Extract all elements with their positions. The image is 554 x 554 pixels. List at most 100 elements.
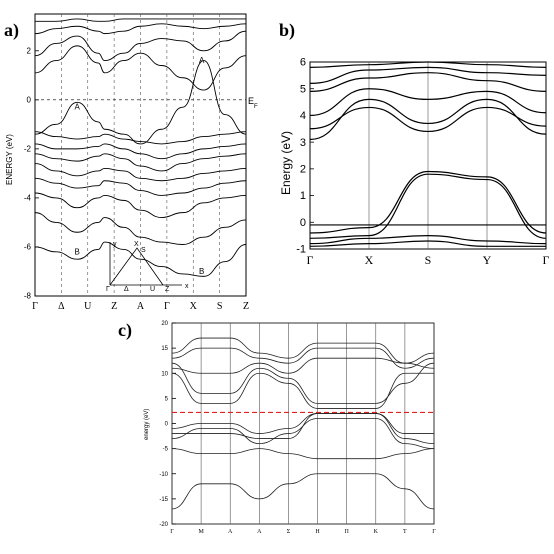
band-5	[34, 153, 247, 172]
band-11	[35, 18, 246, 22]
panel-b-label: b)	[279, 20, 295, 41]
x-tick-label: S	[217, 301, 223, 312]
band-10	[34, 23, 247, 35]
x-tick-label: A	[257, 529, 262, 535]
x-tick-label: Γ	[307, 253, 314, 267]
inset-label: Z	[165, 286, 170, 293]
inset-label: U	[150, 286, 155, 293]
panel-c-label: c)	[118, 320, 132, 341]
band-2	[171, 413, 435, 444]
y-tick-label: -1	[296, 244, 306, 256]
x-tick-label: S	[425, 253, 432, 267]
x-tick-label: Γ	[170, 529, 174, 535]
panel-b: b) Energy (eV) -1 0 1 2 3 4 5 6 Γ X S Y Γ	[279, 20, 550, 267]
band-6	[171, 357, 435, 374]
band-6	[309, 106, 547, 133]
band-8	[171, 337, 435, 364]
y-tick-label: 10	[161, 371, 168, 377]
band-point-label: A	[199, 56, 205, 65]
y-tick-label: -8	[24, 292, 32, 301]
inset-label: y	[113, 241, 117, 248]
band-1	[171, 448, 435, 460]
band-1	[34, 212, 247, 245]
y-tick-label: 6	[300, 57, 306, 69]
x-tick-label: M	[198, 529, 204, 535]
fermi-subscript: F	[254, 104, 258, 110]
band-1	[309, 173, 547, 239]
inset-label: Γ	[106, 286, 110, 293]
band-0	[309, 170, 547, 234]
band-2	[34, 192, 247, 218]
y-tick-label: 5	[165, 396, 169, 402]
x-tick-label: Z	[111, 301, 117, 312]
x-tick-label: X	[365, 253, 374, 267]
x-tick-label: Δ	[58, 301, 65, 312]
y-tick-label: -6	[24, 243, 32, 252]
inset-label: X	[134, 241, 139, 248]
x-tick-label: Γ	[32, 301, 38, 312]
y-tick-label: 2	[27, 46, 32, 55]
band-9	[34, 30, 247, 62]
x-tick-label: Γ	[432, 529, 436, 535]
x-tick-label: Π	[344, 529, 349, 535]
band-8	[34, 60, 247, 145]
band-10	[309, 61, 547, 68]
fermi-label: E	[248, 96, 254, 106]
band-7	[171, 347, 435, 369]
band-point-label: A	[75, 103, 81, 112]
y-tick-label: 0	[300, 217, 306, 229]
band-4	[309, 240, 546, 247]
band-7	[34, 131, 247, 145]
band-point-label: B	[75, 247, 80, 256]
y-tick-label: -2	[24, 145, 32, 154]
y-tick-label: -4	[24, 194, 32, 203]
x-tick-label: U	[84, 301, 92, 312]
band-point-label: B	[199, 267, 204, 276]
band-3	[34, 177, 247, 196]
panel-b-ylabel: Energy (eV)	[279, 131, 293, 195]
y-tick-label: 15	[161, 346, 168, 352]
x-tick-label: A	[137, 301, 145, 312]
inset-label: x	[185, 283, 189, 290]
panel-a-label: a)	[4, 20, 19, 41]
x-tick-label: Γ	[543, 253, 550, 267]
band-9	[171, 362, 435, 404]
band-8	[309, 72, 547, 92]
y-tick-label: 3	[300, 137, 306, 149]
band-4	[34, 163, 247, 182]
y-tick-label: 2	[300, 164, 306, 176]
inset-label: Δ	[124, 286, 129, 293]
x-tick-label: Y	[483, 253, 492, 267]
band-7	[309, 88, 547, 117]
band-12	[34, 45, 247, 91]
x-tick-label: Γ	[164, 301, 170, 312]
x-tick-label: Σ	[287, 529, 291, 535]
x-tick-label: K	[374, 529, 379, 535]
y-tick-label: 4	[300, 110, 306, 122]
x-tick-label: X	[190, 301, 198, 312]
y-tick-label: -20	[159, 522, 168, 528]
y-tick-label: 0	[165, 422, 169, 428]
band-4	[172, 413, 434, 439]
y-tick-label: 20	[161, 321, 168, 327]
x-tick-label: Z	[243, 301, 249, 312]
band-6	[34, 143, 247, 160]
brillouin-zone-inset	[109, 242, 182, 286]
band-3	[309, 235, 547, 245]
y-tick-label: 1	[300, 190, 306, 202]
band-5	[309, 98, 547, 141]
y-tick-label: -5	[163, 447, 169, 453]
band-0	[171, 473, 435, 510]
y-tick-label: -15	[159, 497, 168, 503]
panel-c-ylabel: energy (eV)	[144, 409, 150, 440]
inset-label: S	[141, 247, 146, 254]
panel-a-ylabel: ENERGY (eV)	[5, 134, 14, 185]
y-tick-label: -10	[159, 472, 168, 478]
band-5	[171, 372, 434, 409]
x-tick-label: T	[403, 529, 407, 535]
y-tick-label: 5	[300, 83, 306, 95]
panel-c: c) energy (eV) 20 15 10 5 0 -5 -10 -15 -20 Γ M A A Σ…	[118, 320, 436, 535]
x-tick-label: H	[315, 529, 320, 535]
